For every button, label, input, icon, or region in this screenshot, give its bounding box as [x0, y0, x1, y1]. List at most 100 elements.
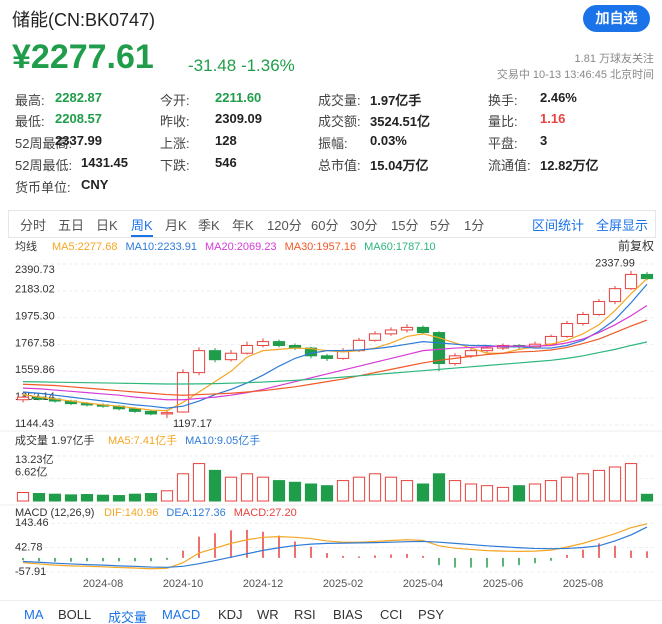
- stock-title: 储能(CN:BK0747): [12, 10, 156, 30]
- indicator-tab[interactable]: 成交量: [108, 610, 148, 624]
- volume-bar: [464, 483, 478, 502]
- stat-label: 52周最低:: [15, 158, 73, 173]
- stat-label: 今开:: [160, 93, 190, 108]
- x-tick-label: 2025-06: [483, 578, 523, 590]
- y-tick-label: 6.62亿: [15, 465, 47, 478]
- period-tab[interactable]: 分时: [20, 218, 47, 233]
- indicator-tab[interactable]: KDJ: [218, 607, 243, 622]
- indicator-tab[interactable]: WR: [257, 607, 279, 622]
- stat-label: 货币单位:: [15, 180, 71, 195]
- indicator-tab[interactable]: CCI: [380, 607, 403, 622]
- period-tab[interactable]: 5分: [430, 218, 451, 233]
- change-pct: -1.36%: [240, 56, 295, 75]
- volume-bar: [192, 463, 206, 502]
- indicator-tab[interactable]: BIAS: [333, 607, 363, 622]
- volume-bar: [352, 476, 366, 502]
- volume-bar: [304, 483, 318, 502]
- period-tab[interactable]: 五日: [58, 218, 85, 233]
- candle-body: [256, 341, 270, 346]
- volume-bar: [480, 485, 494, 502]
- indicator-tab[interactable]: RSI: [294, 607, 316, 622]
- period-tab[interactable]: 日K: [96, 218, 118, 233]
- candle-body: [176, 372, 190, 413]
- period-tab[interactable]: 季K: [198, 218, 220, 233]
- period-tab[interactable]: 月K: [165, 218, 187, 233]
- volume-bar: [32, 493, 46, 502]
- candle-body: [432, 332, 446, 365]
- volume-bar: [320, 485, 334, 502]
- stat-value: 2.46%: [540, 90, 577, 105]
- annotation: 2337.99: [595, 258, 635, 270]
- stat-label: 成交额:: [318, 114, 361, 129]
- y-tick-label: 1767.58: [15, 337, 55, 349]
- volume-bar: [48, 493, 62, 502]
- volume-bar: [400, 480, 414, 502]
- x-tick-label: 2025-04: [403, 578, 443, 590]
- change: -31.48: [188, 56, 237, 75]
- add-watchlist-button[interactable]: 加自选: [583, 5, 650, 32]
- candle-body: [416, 326, 430, 334]
- indicator-tab[interactable]: MA: [24, 607, 44, 622]
- y-tick-label: 13.23亿: [15, 453, 54, 466]
- tool-link[interactable]: 区间统计: [532, 218, 585, 233]
- volume-bar: [560, 476, 574, 502]
- candle-body: [384, 329, 398, 335]
- candle-body: [640, 273, 654, 280]
- volume-bar: [576, 473, 590, 502]
- volume-bar: [336, 480, 350, 502]
- candle-body: [160, 412, 174, 415]
- stat-label: 下跌:: [160, 158, 190, 173]
- stat-value: 1.16: [540, 111, 566, 126]
- volume-bar: [448, 480, 462, 502]
- stat-label: 量比:: [488, 114, 518, 129]
- ma-label: 均线: [15, 239, 37, 253]
- y-tick-label: 42.78: [15, 541, 43, 553]
- volume-bar: [144, 493, 158, 502]
- ma-line: [22, 283, 648, 409]
- stat-value: 1431.45: [81, 155, 128, 170]
- volume-bar: [272, 480, 286, 502]
- candle-body: [448, 355, 462, 365]
- indicator-tab[interactable]: BOLL: [58, 607, 92, 622]
- period-tab[interactable]: 年K: [232, 218, 254, 233]
- stat-value: 2337.99: [55, 133, 102, 148]
- volume-bar: [624, 463, 638, 502]
- ma-line: [22, 319, 648, 396]
- period-tab[interactable]: 30分: [350, 218, 378, 233]
- stat-value: 3: [540, 133, 548, 148]
- candle-body: [608, 288, 622, 303]
- x-tick-label: 2025-08: [563, 578, 603, 590]
- period-tab[interactable]: 120分: [267, 218, 302, 233]
- stat-label: 昨收:: [160, 114, 190, 129]
- ma-line: [22, 341, 648, 385]
- tab-bar: [8, 210, 656, 238]
- volume-bar: [80, 494, 94, 502]
- period-tab[interactable]: 60分: [311, 218, 339, 233]
- candle-body: [368, 333, 382, 341]
- period-tab[interactable]: 周K: [131, 215, 153, 237]
- volume-bar: [512, 485, 526, 502]
- indicator-tab[interactable]: PSY: [418, 607, 445, 622]
- annotation: 1197.17: [173, 418, 212, 430]
- legend-entry: MA60:1787.10: [364, 241, 436, 253]
- candle-body: [320, 355, 334, 359]
- x-tick-label: 2024-10: [163, 578, 203, 590]
- legend-entry: DEA:127.36: [166, 507, 225, 519]
- volume-bar: [432, 473, 446, 502]
- legend-entry: DIF:140.96: [104, 507, 158, 519]
- stat-value: 2208.57: [55, 111, 102, 126]
- period-tab[interactable]: 1分: [464, 218, 485, 233]
- legend-entry: MA30:1957.16: [285, 241, 357, 253]
- tool-link[interactable]: 全屏显示: [596, 218, 649, 233]
- indicator-tab[interactable]: MACD: [162, 607, 201, 622]
- volume-bar: [608, 466, 622, 502]
- stat-value: 2211.60: [215, 90, 262, 105]
- volume-bar: [16, 491, 30, 502]
- period-tab[interactable]: 15分: [391, 218, 419, 233]
- stat-value: 0.03%: [370, 133, 407, 148]
- candle-body: [464, 350, 478, 357]
- price-change: -31.48 -1.36%: [188, 56, 295, 76]
- candle-body: [592, 301, 606, 315]
- y-tick-label: 1559.86: [15, 364, 55, 376]
- price: ¥2277.61: [12, 38, 154, 76]
